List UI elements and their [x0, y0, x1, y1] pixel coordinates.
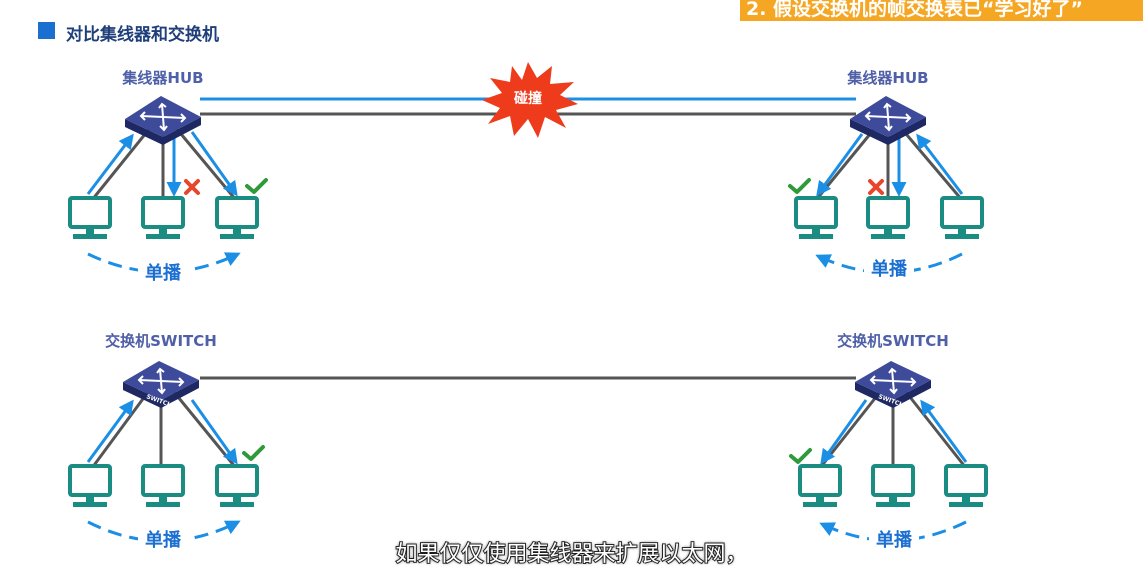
unicast-label: 单播: [145, 529, 182, 551]
check-icon: [788, 178, 811, 194]
hub-group-right: 集线器HUB 单播: [788, 69, 984, 280]
switch-group-right: 交换机SWITCH SWITCH 单播: [789, 332, 988, 551]
note-banner-text: 2. 假设交换机的帧交换表已“学习好了”: [746, 0, 1084, 20]
hub-icon: [849, 95, 927, 146]
note-banner: 2. 假设交换机的帧交换表已“学习好了”: [740, 0, 1143, 21]
computer-icon: [794, 196, 838, 241]
check-icon: [242, 445, 265, 461]
computer-icon: [940, 196, 984, 241]
cross-icon: [184, 179, 200, 195]
switch-group-left: 交换机SWITCH SWITCH 单播: [68, 332, 265, 551]
computer-icon: [871, 464, 915, 509]
computer-icon: [141, 196, 185, 241]
hub-label-left: 集线器HUB: [121, 69, 203, 87]
computer-icon: [215, 196, 259, 241]
hub-group-left: 集线器HUB 单播: [68, 69, 268, 284]
collision-label: 碰撞: [514, 90, 542, 107]
computer-icon: [215, 464, 259, 509]
hub-label-right: 集线器HUB: [846, 69, 928, 87]
cross-icon: [868, 179, 884, 195]
unicast-label: 单播: [876, 529, 913, 551]
title-text: 对比集线器和交换机: [66, 25, 219, 45]
video-subtitle-text: 如果仅仅使用集线器来扩展以太网，: [394, 541, 748, 568]
title-bullet-icon: [38, 22, 55, 39]
collision-burst-icon: 碰撞: [482, 62, 578, 138]
switch-label-right: 交换机SWITCH: [837, 332, 949, 350]
check-icon: [789, 448, 812, 464]
check-icon: [245, 178, 268, 194]
computer-icon: [141, 464, 185, 509]
unicast-label: 单播: [145, 262, 182, 284]
computer-icon: [866, 196, 910, 241]
computer-icon: [798, 464, 842, 509]
computer-icon: [68, 464, 112, 509]
computer-icon: [68, 196, 112, 241]
computer-icon: [944, 464, 988, 509]
video-subtitle: 如果仅仅使用集线器来扩展以太网，: [0, 536, 1143, 568]
switch-label-left: 交换机SWITCH: [105, 332, 217, 350]
unicast-label: 单播: [871, 258, 908, 280]
hub-icon: [124, 95, 202, 146]
